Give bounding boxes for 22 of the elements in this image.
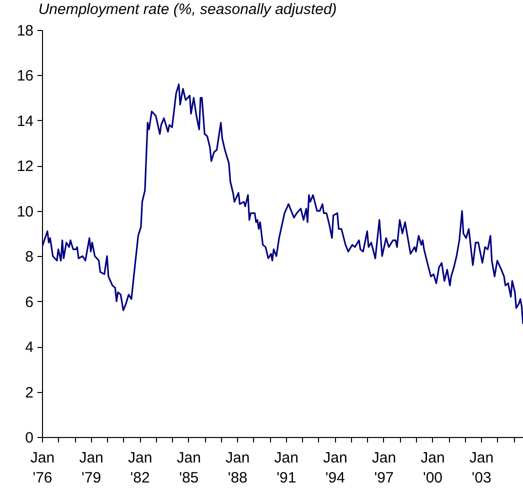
y-tick-label: 12 (16, 158, 34, 176)
y-tick-label: 18 (16, 22, 34, 40)
y-tick-label: 14 (16, 112, 34, 130)
x-tick-label: Jan '97 (372, 450, 396, 486)
x-tick-label: Jan '79 (79, 450, 104, 486)
x-tick-label: Jan '94 (323, 450, 348, 486)
x-tick-label: Jan '82 (128, 450, 152, 486)
chart-title: Unemployment rate (%, seasonally adjusted) (38, 1, 337, 18)
y-tick-label: 8 (25, 248, 34, 266)
y-tick-label: 6 (25, 294, 34, 311)
y-tick-label: 2 (25, 384, 34, 402)
y-tick-label: 4 (25, 339, 34, 356)
y-tick-label: 16 (16, 68, 34, 85)
x-tick-label: Jan '76 (30, 450, 55, 486)
x-tick-label: Jan '88 (226, 450, 250, 486)
y-tick-label: 0 (25, 430, 34, 446)
x-tick-label: Jan '03 (469, 450, 494, 486)
line-series (42, 83, 523, 325)
x-tick-label: Jan '00 (420, 450, 445, 486)
x-tick-label: Jan '91 (274, 450, 298, 486)
y-tick-label: 10 (16, 203, 34, 220)
x-tick-label: Jan '85 (176, 450, 201, 486)
